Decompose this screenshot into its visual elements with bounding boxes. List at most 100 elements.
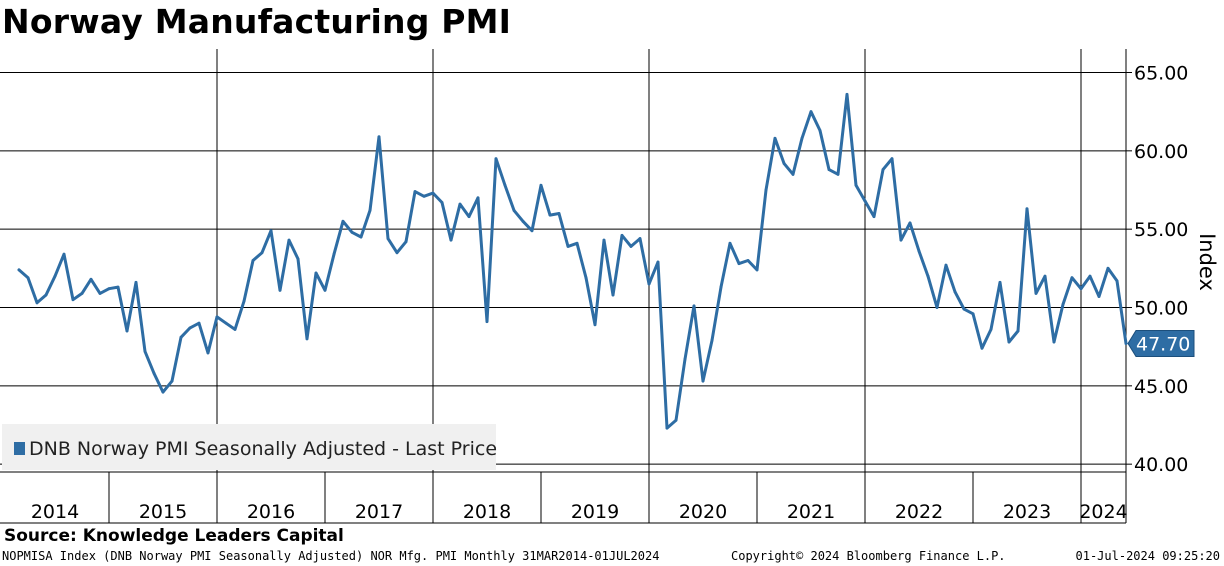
data-point	[557, 212, 561, 215]
data-point	[224, 321, 228, 325]
source-line: Source: Knowledge Leaders Capital	[4, 526, 344, 546]
data-point	[512, 208, 516, 212]
data-point	[701, 379, 705, 383]
data-point	[368, 208, 372, 212]
data-point	[719, 285, 723, 289]
data-point	[53, 274, 57, 278]
data-point	[485, 320, 489, 323]
data-point	[215, 315, 219, 319]
data-point	[503, 183, 507, 187]
data-point	[584, 276, 588, 280]
last-value-tag: 47.70	[1127, 330, 1195, 358]
data-point	[377, 135, 381, 139]
data-point	[728, 241, 732, 245]
data-point	[323, 288, 327, 292]
data-point	[170, 379, 174, 383]
data-point	[575, 241, 579, 245]
data-point	[521, 219, 525, 223]
data-point	[845, 93, 849, 96]
data-point	[872, 215, 876, 219]
data-point	[269, 229, 273, 233]
data-point	[656, 260, 660, 264]
data-point	[197, 321, 201, 325]
data-point	[1016, 329, 1020, 333]
data-point	[314, 271, 318, 275]
data-point	[944, 263, 948, 267]
x-tick-label: 2017	[355, 501, 403, 523]
data-point	[908, 221, 912, 225]
data-point	[1070, 276, 1074, 280]
chart-title: Norway Manufacturing PMI	[2, 2, 512, 41]
data-point	[35, 301, 39, 305]
timestamp: 01-Jul-2024 09:25:20	[1075, 549, 1221, 563]
data-point	[863, 199, 867, 203]
data-point	[233, 328, 237, 331]
data-point	[134, 281, 138, 284]
x-tick-label: 2018	[463, 501, 511, 523]
data-point	[1097, 295, 1101, 298]
x-tick-label: 2023	[1003, 501, 1051, 523]
data-point	[125, 329, 129, 333]
data-point	[683, 357, 687, 361]
data-point	[1079, 287, 1083, 291]
data-point	[116, 285, 120, 289]
data-point	[782, 161, 786, 165]
y-tick-label: 45.00	[1134, 376, 1188, 398]
data-point	[620, 234, 624, 237]
series-layer	[17, 92, 1128, 430]
y-tick-label: 60.00	[1134, 141, 1188, 163]
legend-swatch	[14, 442, 25, 455]
x-tick-label: 2015	[139, 501, 187, 523]
data-point	[422, 194, 426, 198]
data-point	[917, 249, 921, 253]
data-point	[152, 371, 156, 375]
data-point	[764, 188, 768, 192]
data-point	[431, 191, 435, 195]
data-point	[710, 339, 714, 342]
data-point	[17, 268, 21, 272]
data-point	[89, 277, 93, 281]
data-point	[1043, 274, 1047, 278]
data-point	[251, 259, 255, 262]
data-point	[791, 172, 795, 176]
data-point	[773, 136, 777, 140]
data-point	[899, 238, 903, 242]
data-point	[665, 426, 669, 430]
data-point	[890, 157, 894, 161]
data-point	[602, 238, 606, 242]
data-point	[593, 323, 597, 327]
data-point	[980, 346, 984, 350]
data-point	[62, 252, 66, 256]
y-axis-title: Index	[1195, 233, 1219, 291]
data-point	[1034, 292, 1038, 295]
data-point	[539, 183, 543, 187]
series-line	[17, 92, 1128, 430]
data-point	[179, 335, 183, 339]
data-point	[818, 129, 822, 132]
grid-layer	[0, 49, 1126, 472]
data-point	[836, 172, 840, 176]
data-point	[305, 337, 309, 341]
data-point	[530, 229, 534, 233]
data-point	[242, 299, 246, 303]
legend: DNB Norway PMI Seasonally Adjusted - Las…	[2, 424, 497, 470]
data-point	[800, 136, 804, 140]
data-point	[1106, 266, 1110, 270]
data-point	[998, 281, 1002, 284]
data-point	[80, 292, 84, 295]
x-tick-label: 2020	[679, 501, 727, 523]
data-point	[755, 268, 759, 272]
data-point	[827, 168, 831, 172]
data-point	[809, 110, 813, 114]
last-value-background	[1127, 330, 1195, 358]
y-tick-label: 55.00	[1134, 219, 1188, 241]
data-point	[458, 202, 462, 206]
data-point	[206, 351, 210, 355]
data-point	[332, 252, 336, 256]
data-point	[647, 282, 651, 286]
x-tick-label: 2016	[247, 501, 295, 523]
y-tick-label: 50.00	[1134, 298, 1188, 320]
data-point	[26, 276, 30, 280]
data-point	[1025, 207, 1029, 211]
data-point	[1115, 279, 1119, 283]
